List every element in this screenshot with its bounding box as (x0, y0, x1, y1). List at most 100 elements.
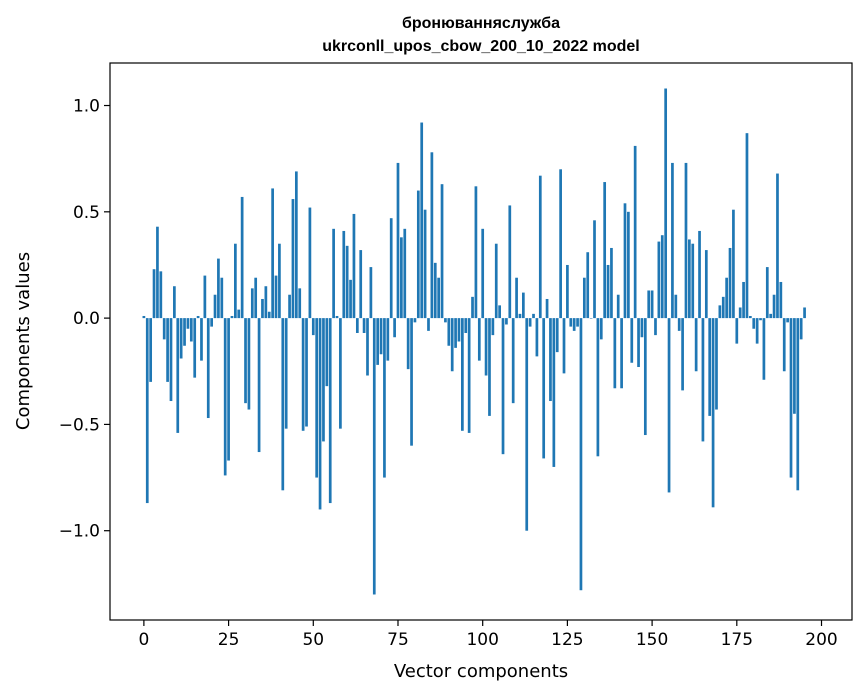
bar (179, 318, 183, 359)
bar (227, 318, 230, 461)
bar (173, 286, 176, 319)
bar (735, 318, 739, 344)
bar (244, 318, 247, 404)
bar (732, 209, 735, 319)
bar (793, 318, 796, 414)
bar (691, 243, 695, 319)
bar (294, 171, 298, 319)
bar (261, 298, 264, 319)
bar (667, 318, 671, 493)
bar (159, 271, 163, 319)
bar (237, 309, 241, 319)
bar (755, 318, 759, 344)
bar (169, 318, 173, 402)
bar (423, 209, 427, 319)
bar (366, 318, 369, 376)
bar (704, 250, 708, 319)
bar (210, 318, 213, 327)
bar (322, 318, 325, 442)
bar (281, 318, 285, 491)
x-tick-label: 175 (721, 630, 753, 650)
bar (267, 311, 271, 319)
bar (532, 313, 535, 319)
bar (325, 318, 329, 387)
x-axis-label: Vector components (394, 661, 568, 682)
bar (488, 318, 491, 416)
chart-subtitle: ukrconll_upos_cbow_200_10_2022 model (322, 38, 639, 55)
bar (403, 228, 407, 319)
y-tick-label: −1.0 (59, 522, 100, 542)
bar (450, 318, 454, 372)
bar (593, 220, 596, 319)
bar (220, 277, 224, 319)
bar (627, 211, 630, 319)
bar (461, 318, 464, 431)
bar (796, 318, 800, 491)
bar (339, 318, 342, 429)
bar (498, 305, 501, 319)
bar (464, 318, 468, 333)
bar (606, 264, 610, 319)
bar (545, 298, 549, 319)
bar (779, 281, 783, 319)
bar (217, 258, 220, 319)
bar (671, 162, 674, 319)
x-tick-label: 125 (551, 630, 583, 650)
bars-group (142, 88, 806, 595)
bar (383, 318, 386, 478)
bar (701, 318, 705, 442)
bar (264, 286, 268, 319)
bar (752, 318, 756, 329)
y-tick-label: −0.5 (59, 415, 100, 435)
bar (454, 318, 457, 348)
bar (576, 318, 579, 327)
bar (376, 318, 380, 365)
bar (288, 294, 291, 319)
bar (582, 277, 586, 319)
bar (647, 290, 651, 319)
bar (315, 318, 319, 478)
bar (416, 190, 420, 319)
bar (494, 243, 498, 319)
bar (308, 207, 312, 319)
bar (152, 269, 156, 319)
bar (525, 318, 529, 531)
bar (186, 318, 190, 329)
bar (660, 235, 664, 319)
bar (372, 318, 376, 595)
bar (681, 318, 684, 391)
bar (528, 318, 532, 327)
bar (311, 318, 315, 336)
bar (234, 243, 237, 319)
bar (328, 318, 332, 504)
y-tick-label: 0.5 (73, 203, 100, 223)
bar (250, 288, 254, 319)
bar (677, 318, 681, 331)
bar (538, 175, 542, 319)
y-tick-label: 1.0 (73, 97, 100, 117)
bar (745, 133, 749, 319)
bar (759, 318, 762, 321)
bar (427, 318, 430, 331)
bar (437, 277, 440, 319)
bar (511, 318, 515, 404)
bar (406, 318, 410, 370)
bar (332, 228, 335, 319)
bar (738, 307, 742, 319)
bar (803, 307, 806, 319)
y-axis-ticks: −1.0 −0.5 0.0 0.5 1.0 (59, 97, 110, 542)
bar (240, 196, 244, 319)
x-tick-label: 75 (387, 630, 409, 650)
bar (694, 318, 698, 372)
bar (142, 315, 146, 319)
bar (657, 241, 661, 319)
bar (630, 318, 634, 363)
bar (772, 294, 776, 319)
bar (711, 318, 715, 508)
bar (522, 292, 525, 319)
bar (786, 318, 789, 323)
bar (749, 315, 752, 319)
x-axis-ticks: 0 25 50 75 100 125 150 175 200 (138, 620, 838, 650)
bar (572, 318, 576, 331)
bar (643, 318, 647, 436)
